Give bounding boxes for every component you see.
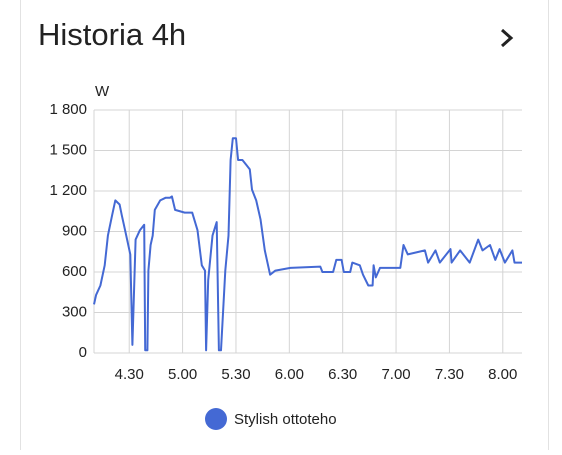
data-line xyxy=(93,137,522,352)
legend-label: Stylish ottoteho xyxy=(234,411,337,428)
y-tick-label: 0 xyxy=(79,344,87,361)
x-tick-label: 6.00 xyxy=(275,366,304,383)
card-title: Historia 4h xyxy=(38,17,186,52)
x-tick-label: 7.30 xyxy=(435,366,464,383)
y-tick-label: 1 800 xyxy=(49,101,87,118)
x-tick-label: 7.00 xyxy=(381,366,410,383)
x-tick-label: 6.30 xyxy=(328,366,357,383)
y-tick-label: 900 xyxy=(62,222,87,239)
y-tick-label: 1 200 xyxy=(49,182,87,199)
x-tick-label: 8.00 xyxy=(488,366,517,383)
y-tick-label: 600 xyxy=(62,263,87,280)
legend-swatch xyxy=(205,408,227,430)
chevron-icon[interactable] xyxy=(501,28,514,48)
x-tick-label: 5.00 xyxy=(168,366,197,383)
x-tick-label: 4.30 xyxy=(115,366,144,383)
x-tick-label: 5.30 xyxy=(221,366,250,383)
y-tick-label: 1 500 xyxy=(49,141,87,158)
y-tick-label: 300 xyxy=(62,303,87,320)
y-axis-label: W xyxy=(95,83,110,100)
